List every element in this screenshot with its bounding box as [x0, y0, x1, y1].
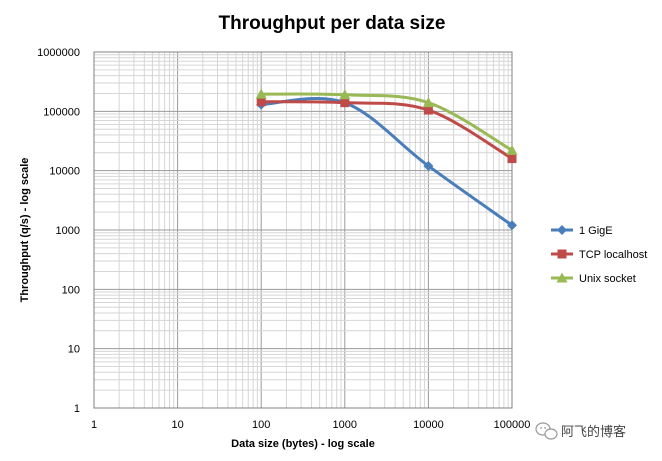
- y-axis-tick-labels: 1 10 100 1000 10000 100000 1000000: [37, 47, 80, 415]
- series-line: [261, 92, 513, 152]
- y-tick-label: 100000: [43, 106, 80, 118]
- data-point: [556, 272, 568, 283]
- legend-label: Unix socket: [579, 273, 636, 285]
- legend: 1 GigE TCP localhost Unix socket: [551, 225, 647, 285]
- data-point: [557, 225, 567, 235]
- legend-label: 1 GigE: [579, 225, 613, 237]
- y-tick-label: 10: [68, 344, 80, 356]
- x-axis-tick-labels: 1 10 100 1000 10000 100000: [91, 419, 530, 431]
- data-point: [423, 105, 433, 115]
- data-point: [256, 97, 266, 107]
- data-point: [255, 88, 267, 99]
- data-point: [557, 249, 567, 259]
- x-tick-label: 1: [91, 419, 97, 431]
- x-tick-label: 1000: [333, 419, 357, 431]
- y-tick-label: 100: [62, 284, 80, 296]
- data-point: [507, 220, 517, 231]
- wechat-icon: [535, 422, 558, 440]
- data-point: [506, 144, 518, 155]
- y-tick-label: 1000000: [37, 47, 80, 59]
- series-1: [256, 97, 517, 164]
- y-tick-label: 1000: [56, 225, 80, 237]
- y-axis-title: Throughput (q/s) - log scale: [19, 158, 31, 303]
- legend-label: TCP localhost: [579, 249, 647, 261]
- x-tick-label: 10000: [413, 419, 444, 431]
- x-tick-label: 100: [252, 419, 270, 431]
- x-axis-title: Data size (bytes) - log scale: [231, 438, 375, 450]
- legend-entry: Unix socket: [551, 272, 636, 285]
- series-line: [261, 97, 513, 227]
- x-tick-label: 100000: [494, 419, 531, 431]
- data-point: [422, 97, 434, 108]
- chart-title: Throughput per data size: [219, 13, 446, 34]
- data-point: [340, 98, 350, 108]
- series-line: [261, 100, 513, 160]
- y-tick-label: 1: [74, 403, 80, 415]
- grid-lines: [93, 52, 512, 409]
- series-lines: [255, 88, 518, 231]
- watermark: 阿飞的博客: [535, 422, 626, 440]
- x-tick-label: 10: [171, 419, 183, 431]
- watermark-text: 阿飞的博客: [561, 424, 626, 439]
- data-point: [423, 160, 434, 171]
- legend-entry: TCP localhost: [551, 249, 647, 261]
- legend-entry: 1 GigE: [551, 225, 613, 237]
- data-point: [339, 89, 351, 100]
- series-2: [255, 88, 518, 155]
- y-tick-label: 10000: [49, 166, 80, 178]
- data-point: [507, 154, 517, 164]
